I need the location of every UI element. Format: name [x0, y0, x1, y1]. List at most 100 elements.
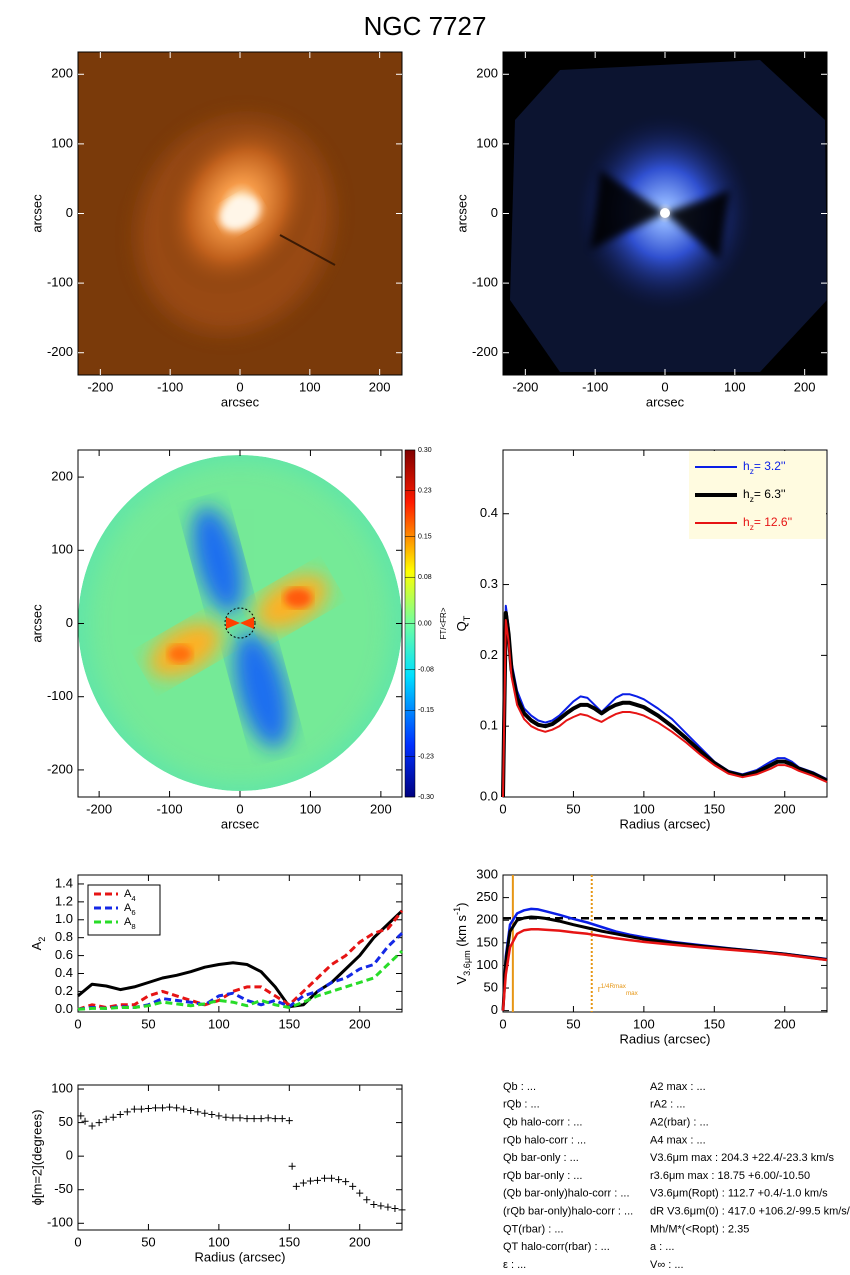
y-tick-label: 200 [476, 66, 498, 81]
data-point [173, 1104, 181, 1112]
colorbar-tick-label: -0.23 [418, 753, 434, 760]
data-point [363, 1196, 371, 1204]
legend-label: hz= 6.3'' [743, 487, 785, 504]
data-point [356, 1189, 364, 1197]
data-point [180, 1105, 188, 1113]
data-point [271, 1115, 279, 1123]
parameter-line: ε : ... [503, 1259, 526, 1271]
y-tick-label: 100 [476, 957, 498, 972]
frame [77, 874, 403, 1013]
data-point [187, 1107, 195, 1115]
colorbar-tick-label: 0.30 [418, 447, 432, 454]
x-axis-label: arcsec [221, 816, 260, 831]
parameter-line: A4 max : ... [650, 1134, 706, 1146]
x-tick-label: -100 [582, 379, 608, 394]
data-point [102, 1115, 110, 1123]
data-point [95, 1119, 103, 1127]
x-tick-label: 50 [141, 1016, 155, 1031]
data-point [123, 1108, 131, 1116]
colorbar-tick-label: -0.15 [418, 707, 434, 714]
y-axis-label: arcsec [29, 194, 44, 233]
y-tick-label: 200 [476, 912, 498, 927]
legend-label-part: A [124, 888, 132, 900]
parameter-line: rQb halo-corr : ... [503, 1134, 586, 1146]
parameter-line: dR V3.6μm(0) : 417.0 +106.2/-99.5 km/s/k… [650, 1206, 850, 1218]
y-axis-label: arcsec [29, 604, 44, 643]
y-axis-label-part: ) [454, 903, 469, 907]
parameter-line: Mh/M*(<Ropt) : 2.35 [650, 1223, 749, 1235]
x-tick-label: 0 [661, 379, 668, 394]
x-tick-label: -200 [86, 801, 112, 816]
x-axis-label: arcsec [221, 394, 260, 409]
parameter-line: V∞ : ... [650, 1259, 684, 1271]
data-line [77, 909, 404, 1009]
legend-label-part: 4 [131, 894, 136, 903]
data-point [377, 1202, 385, 1210]
x-tick-label: -200 [512, 379, 538, 394]
legend-label-part: h [743, 515, 750, 529]
parameter-line: rQb bar-only : ... [503, 1170, 582, 1182]
y-tick-label: 200 [51, 66, 73, 81]
y-tick-label: 0.3 [480, 576, 498, 591]
data-point [288, 1162, 296, 1170]
y-tick-label: -100 [47, 275, 73, 290]
frame [502, 874, 828, 1013]
data-line [501, 610, 828, 798]
x-tick-label: 0 [236, 379, 243, 394]
y-tick-label: -100 [472, 275, 498, 290]
y-tick-label: 0.2 [480, 647, 498, 662]
legend-label-part: 8 [131, 922, 135, 931]
data-point [144, 1105, 152, 1112]
legend-label-part: z [750, 494, 754, 504]
annotation-part: 1/4Rmax [601, 983, 627, 990]
y-axis-label: V3.6μm (km s-1) [452, 903, 472, 985]
data-point [151, 1104, 159, 1112]
y-axis-label: QT [454, 615, 472, 631]
annotation: r1/4Rmaxmax [598, 983, 639, 997]
data-point [299, 1179, 307, 1187]
data-point [285, 1117, 293, 1125]
data-line [77, 950, 404, 1011]
legend-label-part: z [750, 522, 754, 532]
parameter-line: a : ... [650, 1241, 674, 1253]
y-tick-label: 50 [484, 979, 498, 994]
data-point [264, 1114, 272, 1122]
data-point [130, 1105, 138, 1113]
x-axis-label: Radius (arcsec) [619, 816, 710, 831]
legend-label: A8 [124, 916, 136, 931]
y-tick-label: 150 [476, 934, 498, 949]
y-tick-label: 0.4 [55, 965, 73, 980]
data-point [137, 1105, 145, 1113]
data-line [502, 604, 828, 798]
y-tick-label: 50 [59, 1114, 73, 1129]
parameter-line: QT(rbar) : ... [503, 1223, 564, 1235]
y-axis-label-part: 2 [37, 937, 47, 942]
data-point [81, 1117, 89, 1125]
parameter-line: r3.6μm max : 18.75 +6.00/-10.50 [650, 1170, 810, 1182]
x-tick-label: 200 [370, 801, 392, 816]
y-axis-label-part: 3.6μm [462, 950, 472, 975]
data-line [77, 932, 404, 1011]
frame [502, 449, 828, 798]
legend-label: hz= 12.6'' [743, 515, 792, 532]
colorbar-tick-label: 0.15 [418, 534, 432, 541]
legend-label-part: = 3.2'' [754, 459, 786, 473]
x-tick-label: 50 [566, 801, 580, 816]
parameter-line: V3.6μm max : 204.3 +22.4/-23.3 km/s [650, 1152, 834, 1164]
x-tick-label: 200 [774, 1016, 796, 1031]
parameter-line: (Qb bar-only)halo-corr : ... [503, 1188, 630, 1200]
x-axis-label: Radius (arcsec) [194, 1249, 285, 1264]
y-axis-label-part: T [462, 615, 472, 621]
y-tick-label: 0 [491, 1002, 498, 1017]
y-axis-label-part: -1 [452, 907, 462, 915]
x-tick-label: 50 [141, 1234, 155, 1249]
x-tick-label: 100 [633, 1016, 655, 1031]
data-point [109, 1113, 117, 1121]
parameter-line: A2 max : ... [650, 1081, 706, 1093]
y-tick-label: 1.2 [55, 893, 73, 908]
torque-map [78, 455, 402, 791]
x-tick-label: 100 [208, 1234, 230, 1249]
data-line [501, 907, 828, 1011]
y-tick-label: -50 [54, 1181, 73, 1196]
